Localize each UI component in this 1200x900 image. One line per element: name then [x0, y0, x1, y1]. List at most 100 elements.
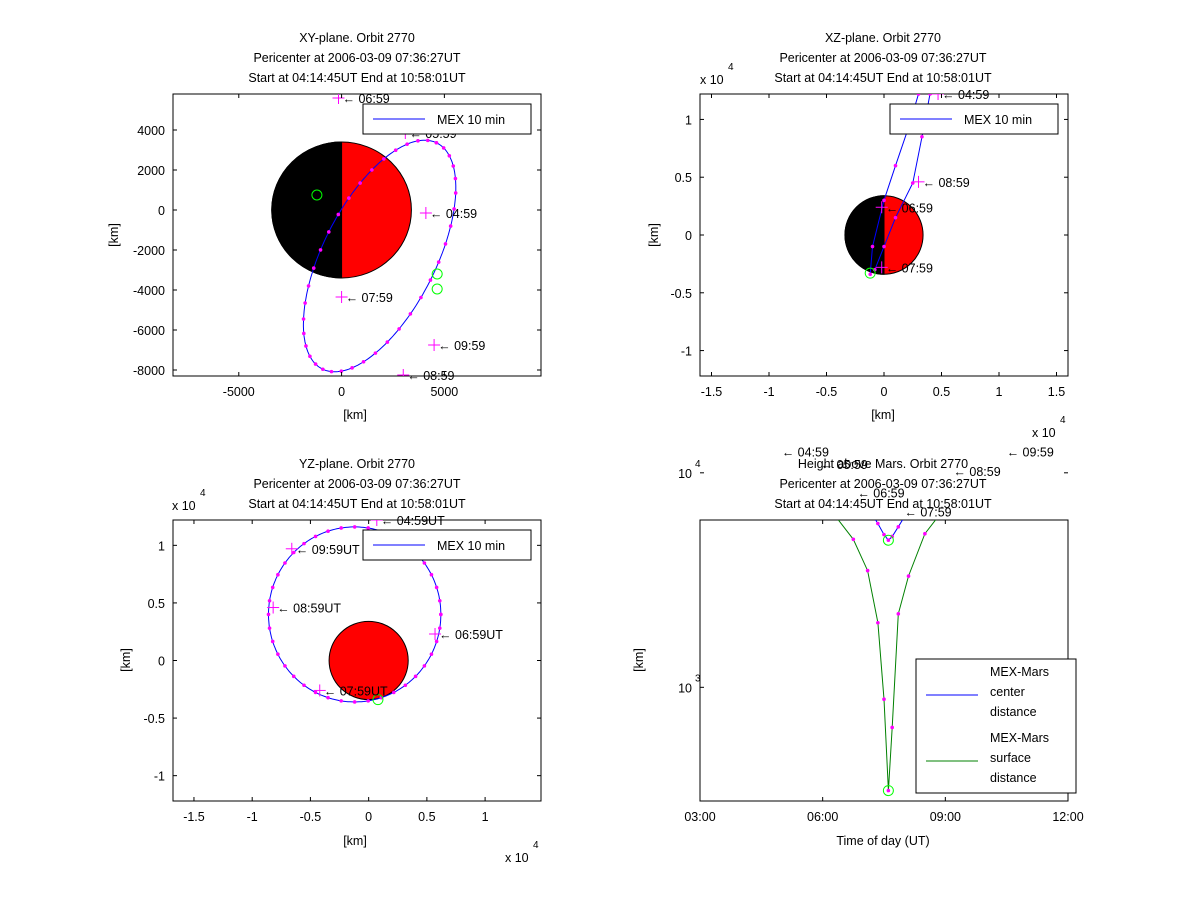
xy-orbit-marker [321, 367, 325, 372]
xz-x-exponent: x 10 [1032, 426, 1056, 440]
xy-orbit-marker [441, 146, 446, 150]
yz-annotation: ← 04:59UT [381, 514, 445, 528]
yz-orbit-marker [276, 572, 280, 577]
yz-plane-panel: YZ-plane. Orbit 2770 Pericenter at 2006-… [119, 457, 542, 865]
yz-y-tick-label: 0.5 [148, 597, 165, 611]
yz-orbit-marker [439, 612, 443, 617]
height-legend-label: MEX-Mars [990, 731, 1049, 745]
yz-orbit-marker [437, 598, 442, 603]
height-legend-label: center [990, 685, 1025, 699]
height-y-tick-label: 10 [678, 681, 692, 695]
xy-endpoint-circle [311, 189, 323, 201]
height-title-line-2: Pericenter at 2006-03-09 07:36:27UT [779, 477, 986, 491]
xy-orbit-marker [425, 138, 430, 143]
height-x-tick-label: 06:00 [807, 810, 838, 824]
height-legend-label: surface [990, 751, 1031, 765]
yz-orbit-marker [391, 690, 396, 695]
height-y-tick-power: 3 [695, 673, 701, 684]
xy-y-tick-label: 0 [158, 204, 165, 218]
xy-orbit-marker [308, 354, 312, 359]
xy-title-line-1: XY-plane. Orbit 2770 [299, 31, 415, 45]
xy-orbit-marker [443, 242, 448, 246]
xy-orbit-marker [304, 344, 308, 348]
xy-orbit-marker [448, 224, 453, 228]
xy-orbit-marker [405, 142, 409, 146]
xz-title-line-3: Start at 04:14:45UT End at 10:58:01UT [774, 71, 992, 85]
yz-orbit-marker [403, 683, 408, 688]
xz-x-tick-label: -1 [763, 385, 774, 399]
xy-orbit-marker [393, 148, 398, 153]
yz-x-tick-label: -0.5 [300, 810, 322, 824]
xy-orbit-marker [350, 366, 354, 370]
height-annotation: ← 07:59 [904, 506, 951, 520]
xz-orbit-marker [882, 198, 886, 203]
xy-annotation: ← 09:59 [438, 339, 485, 353]
xz-title-line-1: XZ-plane. Orbit 2770 [825, 31, 941, 45]
height-series-marker [851, 537, 856, 542]
yz-x-exponent: x 10 [505, 851, 529, 865]
xy-orbit-marker [373, 351, 378, 355]
height-panel: Height above Mars. Orbit 2770 Pericenter… [632, 445, 1084, 848]
xz-orbit-marker [893, 163, 898, 168]
xy-orbit-marker [382, 157, 386, 161]
yz-orbit-marker [291, 550, 296, 555]
yz-endpoint-circle [372, 694, 384, 706]
yz-x-tick-label: 0.5 [418, 810, 435, 824]
xy-orbit-marker [301, 317, 306, 321]
xz-x-tick-label: 1 [996, 385, 1003, 399]
xz-x-exponent-power: 4 [1060, 415, 1066, 426]
xz-orbit-marker [893, 215, 898, 220]
yz-orbit-marker [434, 639, 439, 644]
yz-y-exponent-power: 4 [200, 488, 206, 499]
xy-legend-label: MEX 10 min [437, 113, 505, 127]
xy-y-axis-label: [km] [107, 223, 121, 247]
height-series-marker [886, 788, 891, 793]
xy-x-tick-label: 5000 [430, 385, 458, 399]
xy-endpoint-circle [431, 283, 443, 295]
xz-y-tick-label: 0 [685, 229, 692, 243]
xy-annotation: ← 06:59 [342, 92, 389, 106]
yz-plot-area [266, 520, 443, 706]
yz-x-exponent-power: 4 [533, 840, 539, 851]
height-series-marker [896, 612, 901, 616]
height-y-tick-label: 10 [678, 467, 692, 481]
height-y-tick-power: 4 [695, 459, 701, 470]
yz-orbit-marker [302, 541, 306, 546]
yz-x-axis-label: [km] [343, 834, 367, 848]
xy-y-tick-label: 2000 [137, 164, 165, 178]
yz-orbit-marker [339, 699, 343, 703]
height-series-marker [890, 725, 894, 730]
xy-orbit-marker [306, 284, 311, 288]
yz-orbit-marker [270, 639, 275, 644]
yz-title-line-1: YZ-plane. Orbit 2770 [299, 457, 415, 471]
xy-orbit-marker [447, 153, 452, 158]
yz-orbit-marker [326, 695, 330, 700]
yz-y-axis-label: [km] [119, 648, 133, 672]
xy-annotation: ← 04:59 [430, 207, 477, 221]
xy-orbit-marker [303, 301, 307, 305]
yz-orbit-marker [267, 626, 272, 630]
xy-orbit-marker [436, 260, 441, 264]
xy-annotation: ← 08:59 [407, 369, 454, 383]
xy-orbit-marker [451, 164, 456, 168]
xz-annotation: ← 07:59 [886, 261, 933, 275]
yz-orbit-marker [429, 652, 434, 656]
yz-orbit-marker [266, 612, 271, 617]
yz-orbit-marker [437, 626, 442, 630]
xz-plot-area [844, 94, 945, 279]
xy-orbit-marker [428, 278, 433, 282]
height-series-marker [865, 568, 870, 573]
xz-annotation: ← 04:59 [942, 88, 989, 102]
yz-orbit-marker [276, 652, 280, 656]
xy-orbit-marker [358, 181, 362, 185]
yz-orbit-marker [283, 561, 287, 565]
xy-orbit-marker [452, 207, 456, 211]
height-annotation: ← 09:59 [1007, 445, 1054, 459]
height-endpoint-circle [882, 534, 894, 546]
yz-x-tick-label: -1 [247, 810, 258, 824]
xy-y-tick-label: -6000 [133, 324, 165, 338]
xz-orbit-marker [873, 267, 877, 272]
xy-planet-nightside [271, 141, 343, 279]
xy-orbit-marker [339, 369, 344, 373]
